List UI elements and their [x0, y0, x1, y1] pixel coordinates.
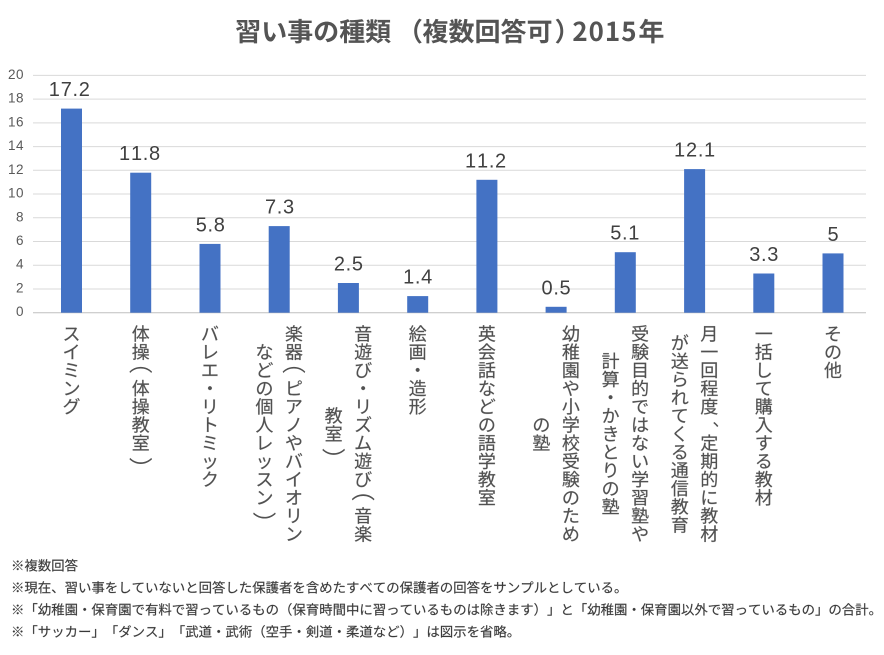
svg-text:8: 8	[16, 209, 24, 224]
svg-text:1.4: 1.4	[403, 267, 432, 289]
svg-text:3.3: 3.3	[749, 244, 778, 266]
svg-text:12: 12	[8, 162, 24, 177]
svg-text:20: 20	[8, 67, 24, 82]
svg-text:5: 5	[827, 224, 838, 246]
svg-text:2: 2	[16, 281, 24, 296]
svg-text:18: 18	[8, 91, 24, 106]
svg-text:7.3: 7.3	[265, 197, 294, 219]
svg-text:12.1: 12.1	[674, 140, 715, 162]
svg-text:11.2: 11.2	[465, 150, 506, 172]
svg-text:5.8: 5.8	[196, 214, 225, 236]
svg-text:0: 0	[16, 304, 24, 319]
svg-text:16: 16	[8, 114, 24, 129]
svg-text:11.8: 11.8	[119, 143, 160, 165]
svg-text:6: 6	[16, 233, 24, 248]
svg-text:4: 4	[16, 257, 24, 272]
svg-text:5.1: 5.1	[610, 223, 639, 245]
svg-text:0.5: 0.5	[542, 277, 571, 299]
svg-text:14: 14	[8, 138, 24, 153]
svg-text:17.2: 17.2	[49, 79, 90, 101]
svg-text:2.5: 2.5	[334, 254, 363, 276]
svg-text:10: 10	[8, 186, 24, 201]
